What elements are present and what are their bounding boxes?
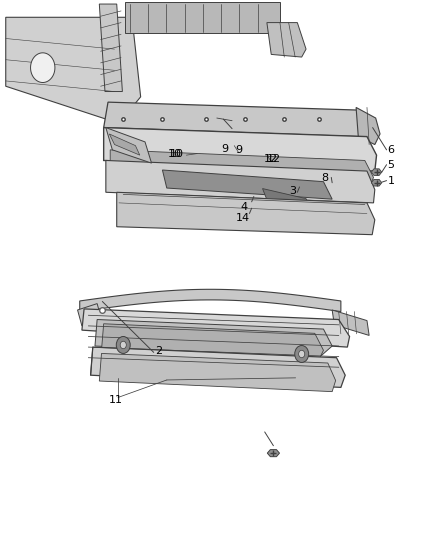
- Polygon shape: [262, 189, 311, 209]
- Text: 11: 11: [110, 395, 124, 405]
- Polygon shape: [80, 289, 341, 312]
- Text: 4: 4: [240, 202, 248, 212]
- Text: 6: 6: [388, 145, 395, 155]
- Polygon shape: [78, 304, 102, 326]
- Text: 14: 14: [236, 213, 250, 223]
- Polygon shape: [332, 310, 369, 335]
- Polygon shape: [356, 108, 380, 144]
- Text: 12: 12: [264, 155, 278, 164]
- Polygon shape: [91, 347, 345, 387]
- Text: 12: 12: [266, 154, 280, 164]
- Text: 8: 8: [321, 173, 328, 183]
- Polygon shape: [371, 180, 382, 186]
- Text: 10: 10: [170, 149, 184, 159]
- Text: 5: 5: [388, 160, 395, 169]
- Polygon shape: [110, 134, 140, 155]
- Text: 9: 9: [235, 145, 242, 155]
- Polygon shape: [267, 450, 279, 457]
- Polygon shape: [102, 324, 323, 359]
- Polygon shape: [104, 102, 369, 136]
- Polygon shape: [6, 17, 141, 123]
- Polygon shape: [104, 127, 377, 171]
- Polygon shape: [106, 127, 152, 163]
- Polygon shape: [106, 160, 375, 203]
- Polygon shape: [125, 3, 280, 33]
- Circle shape: [299, 350, 305, 358]
- Polygon shape: [99, 353, 336, 392]
- Circle shape: [120, 341, 126, 349]
- Polygon shape: [162, 170, 332, 199]
- Polygon shape: [95, 319, 332, 356]
- Text: 2: 2: [155, 346, 162, 357]
- Polygon shape: [267, 22, 306, 57]
- Circle shape: [116, 336, 130, 353]
- Text: 1: 1: [388, 175, 395, 185]
- Polygon shape: [31, 53, 55, 83]
- Polygon shape: [110, 150, 374, 183]
- Text: 9: 9: [221, 144, 228, 154]
- Polygon shape: [99, 4, 122, 92]
- Polygon shape: [82, 309, 350, 347]
- Polygon shape: [371, 169, 382, 175]
- Circle shape: [295, 345, 309, 362]
- Text: 3: 3: [290, 185, 297, 196]
- Text: 10: 10: [168, 149, 182, 159]
- Polygon shape: [117, 192, 375, 235]
